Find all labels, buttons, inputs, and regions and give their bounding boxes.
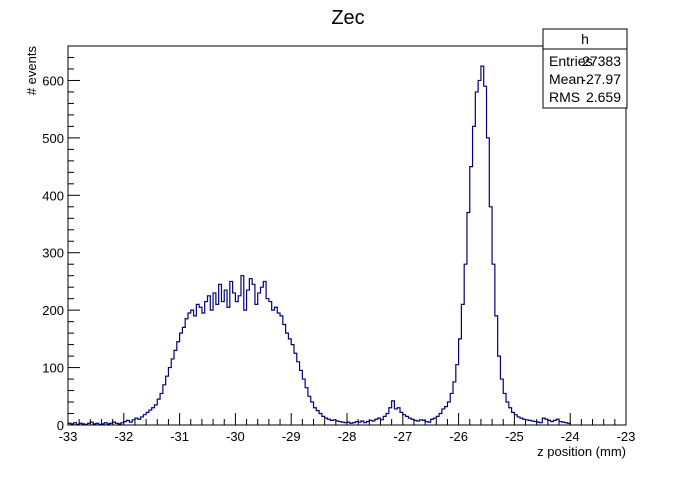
chart-title: Zec [331,7,364,29]
stats-entries-label: Entries [549,53,593,69]
y-tick-label: 600 [42,73,64,88]
histogram-bars [67,65,571,426]
stats-entries-value: 27383 [582,53,621,69]
stats-rms-label: RMS [549,89,580,105]
x-tick-label: -29 [282,429,301,444]
histogram-outline [67,65,571,426]
stats-mean-label: Mean [549,71,584,87]
x-tick-label: -25 [505,429,524,444]
x-axis-label: z position (mm) [537,444,626,459]
x-tick-label: -33 [59,429,78,444]
y-tick-label: 300 [42,246,64,261]
y-axis-label: # events [24,46,39,96]
x-tick-label: -32 [114,429,133,444]
x-tick-label: -26 [449,429,468,444]
y-tick-label: 0 [57,418,64,433]
x-tick-label: -30 [226,429,245,444]
y-tick-label: 500 [42,131,64,146]
stats-rms-value: 2.659 [586,89,621,105]
y-tick-label: 200 [42,303,64,318]
stats-box-border [542,28,628,109]
x-tick-label: -24 [561,429,580,444]
x-tick-label: -27 [393,429,412,444]
x-tick-label: -28 [338,429,357,444]
axes: -33 -32 -31 -30 -29 -28 -27 -26 -25 -24 -23 0 100 200… [42,45,636,444]
y-tick-label: 100 [42,361,64,376]
stats-box-name: h [581,31,589,47]
stats-mean-value: -27.97 [581,71,621,87]
stats-box: h Entries 27383 Mean -27.97 RMS 2.659 [542,28,628,109]
x-tick-label: -31 [170,429,189,444]
y-tick-label: 400 [42,188,64,203]
plot-frame [67,45,627,426]
x-tick-label: -23 [617,429,636,444]
